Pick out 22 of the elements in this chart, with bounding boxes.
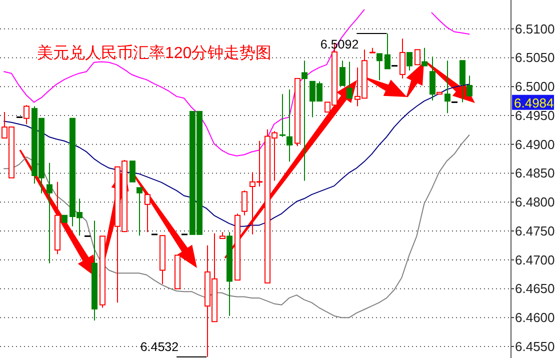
y-tick-label: 6.4750	[515, 223, 555, 238]
y-tick-label: 6.5000	[515, 79, 555, 94]
y-tick-label: 6.4800	[515, 194, 555, 210]
y-tick-label: 6.4550	[515, 338, 555, 354]
candlestick	[46, 162, 52, 264]
line-series	[3, 134, 470, 318]
candlestick	[430, 56, 436, 101]
y-tick-label: 6.4700	[515, 252, 555, 268]
y-tick-label: 6.5100	[515, 21, 555, 36]
y-tick-label: 6.4600	[515, 310, 555, 326]
y-tick-label: 6.5050	[515, 50, 555, 66]
y-tick-label: 6.4650	[515, 281, 555, 296]
candlestick	[444, 60, 450, 114]
candlestick	[302, 60, 308, 182]
text: 美元兑人民币汇率120分钟走势图	[37, 44, 272, 62]
y-tick-label: 6.4850	[515, 166, 555, 181]
candlestick	[286, 89, 292, 162]
text: 6.4984	[514, 95, 554, 110]
candlestick	[92, 220, 98, 321]
annotation: 6.4532	[140, 340, 179, 354]
y-tick-label: 6.4900	[515, 136, 555, 152]
y-tick-label: 6.4950	[515, 108, 555, 123]
